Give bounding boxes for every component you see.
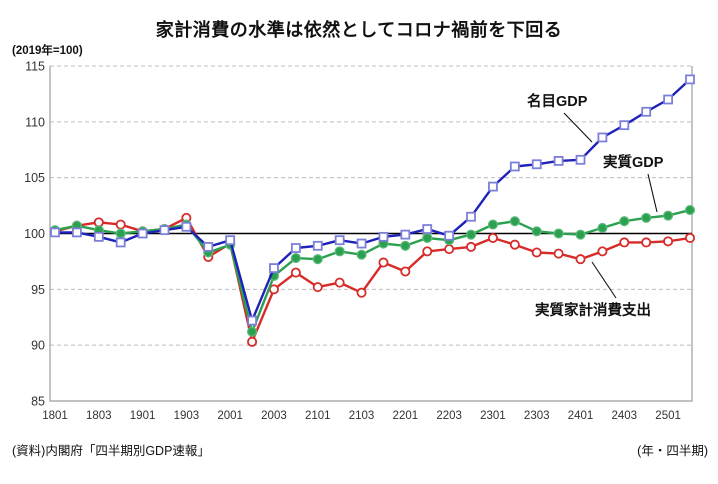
svg-text:2203: 2203: [436, 410, 462, 422]
chart-title: 家計消費の水準は依然としてコロナ禍前を下回る: [155, 20, 563, 40]
svg-text:1803: 1803: [86, 410, 112, 422]
source-note: (資料)内閣府「四半期別GDP速報」: [12, 444, 210, 458]
svg-text:2201: 2201: [393, 410, 419, 422]
svg-text:1903: 1903: [174, 410, 200, 422]
svg-text:1801: 1801: [42, 410, 68, 422]
svg-text:1901: 1901: [130, 410, 156, 422]
series-label-real-household-consumption: 実質家計消費支出: [535, 303, 651, 319]
svg-text:115: 115: [25, 60, 45, 74]
svg-text:2403: 2403: [612, 410, 638, 422]
svg-text:2501: 2501: [655, 410, 681, 422]
svg-text:2101: 2101: [305, 410, 331, 422]
series-label-nominal-gdp: 名目GDP: [527, 94, 588, 110]
svg-text:85: 85: [31, 395, 45, 409]
svg-text:100: 100: [24, 227, 45, 241]
svg-text:2303: 2303: [524, 410, 550, 422]
series-label-real-gdp: 実質GDP: [603, 155, 664, 171]
svg-text:110: 110: [25, 115, 45, 129]
index-unit-label: (2019年=100): [12, 45, 83, 57]
svg-text:90: 90: [31, 339, 45, 353]
svg-text:2301: 2301: [480, 410, 506, 422]
svg-text:95: 95: [31, 283, 45, 297]
x-axis-unit-note: (年・四半期): [637, 444, 708, 458]
svg-text:2001: 2001: [217, 410, 243, 422]
svg-text:2103: 2103: [349, 410, 375, 422]
svg-text:105: 105: [24, 171, 45, 185]
svg-text:2401: 2401: [568, 410, 594, 422]
svg-text:2003: 2003: [261, 410, 287, 422]
